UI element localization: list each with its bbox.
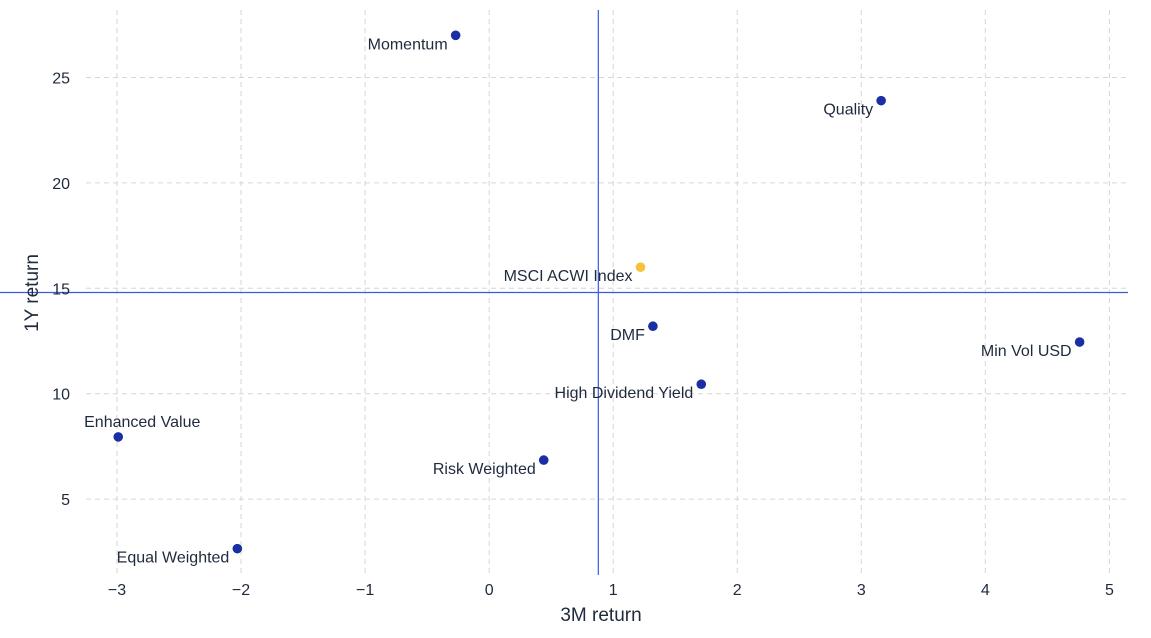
y-axis-title: 1Y return [22,254,43,332]
x-tick-label: 0 [485,582,494,599]
data-point [876,95,886,106]
y-gridlines [86,76,1128,500]
point-label: Momentum [368,36,448,53]
data-point [113,432,124,442]
data-points [113,30,1085,554]
data-point [648,321,658,332]
x-tick-label: 1 [609,582,618,599]
x-tick-label: 2 [733,582,742,599]
data-point [232,543,243,554]
x-tick-labels: −3 −2 −1 0 1 2 3 4 5 [108,582,1114,599]
point-label: Enhanced Value [84,414,200,431]
point-label: DMF [610,327,645,344]
data-point [450,30,461,41]
point-label: Risk Weighted [433,461,536,478]
x-tick-label: −3 [108,582,126,599]
y-tick-label: 25 [52,70,70,87]
y-tick-label: 15 [52,281,70,298]
reference-lines [0,10,1128,575]
point-label: Quality [823,102,873,119]
point-label: MSCI ACWI Index [504,268,633,285]
point-label: Min Vol USD [981,343,1072,360]
y-tick-label: 5 [61,492,70,509]
data-point [635,262,646,273]
x-tick-label: 5 [1105,582,1114,599]
data-point [696,379,707,390]
data-point [1074,337,1085,347]
y-tick-labels: 5 10 15 20 25 [52,70,70,509]
x-tick-label: 3 [857,582,866,599]
x-tick-label: 4 [981,582,990,599]
x-tick-label: −1 [356,582,374,599]
y-tick-label: 20 [52,176,70,193]
y-tick-label: 10 [52,387,70,404]
x-tick-label: −2 [232,582,250,599]
data-point [538,455,549,465]
point-label: Equal Weighted [117,550,230,567]
x-axis-title: 3M return [560,605,641,626]
point-labels: Momentum Quality MSCI ACWI Index DMF Min Vol… [84,36,1071,566]
point-label: High Dividend Yield [555,385,694,402]
